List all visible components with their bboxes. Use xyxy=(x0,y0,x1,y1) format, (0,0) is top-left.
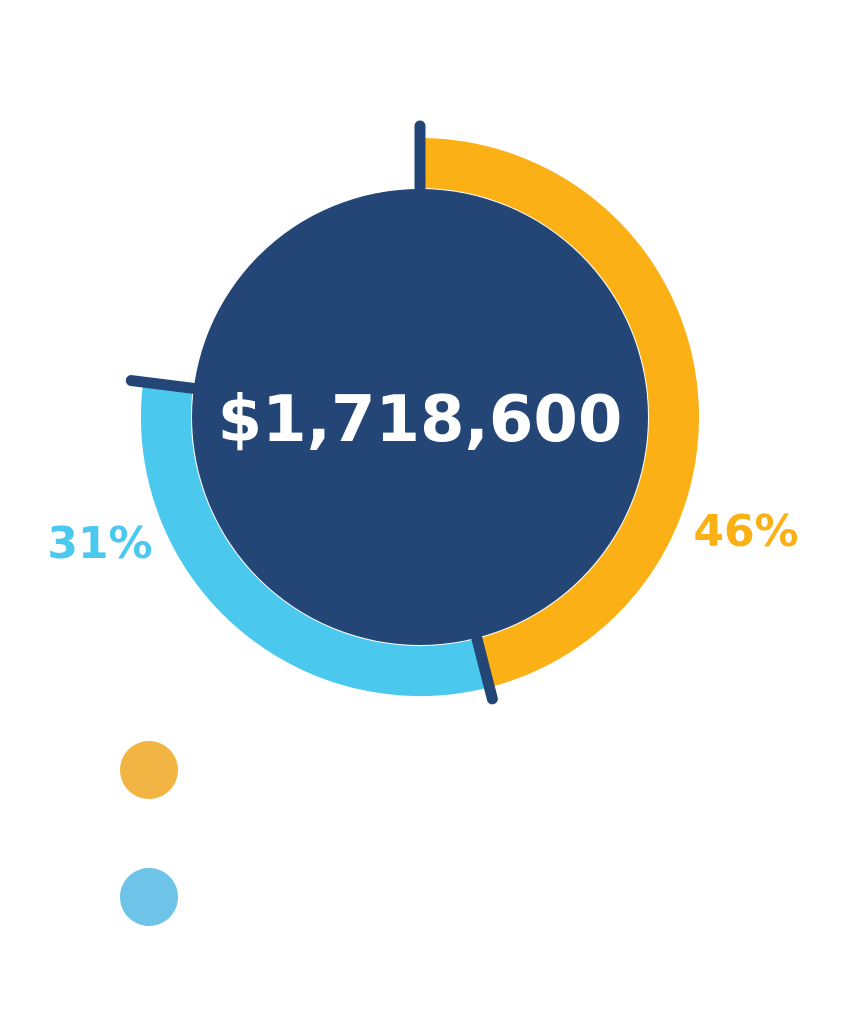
slice-arc-31 xyxy=(141,382,490,696)
total-amount: $1,718,600 xyxy=(218,383,623,457)
legend-marker-blue xyxy=(120,868,178,926)
legend-marker-yellow xyxy=(120,741,178,799)
slice-dividers xyxy=(125,120,498,705)
slice-divider-1 xyxy=(467,619,498,705)
slice-label-46: 46% xyxy=(693,506,798,557)
center-disc xyxy=(192,189,648,645)
slice-arcs xyxy=(141,138,699,696)
slice-arc-46 xyxy=(419,138,699,688)
slice-divider-2 xyxy=(125,375,213,396)
slice-label-31: 31% xyxy=(47,518,152,569)
